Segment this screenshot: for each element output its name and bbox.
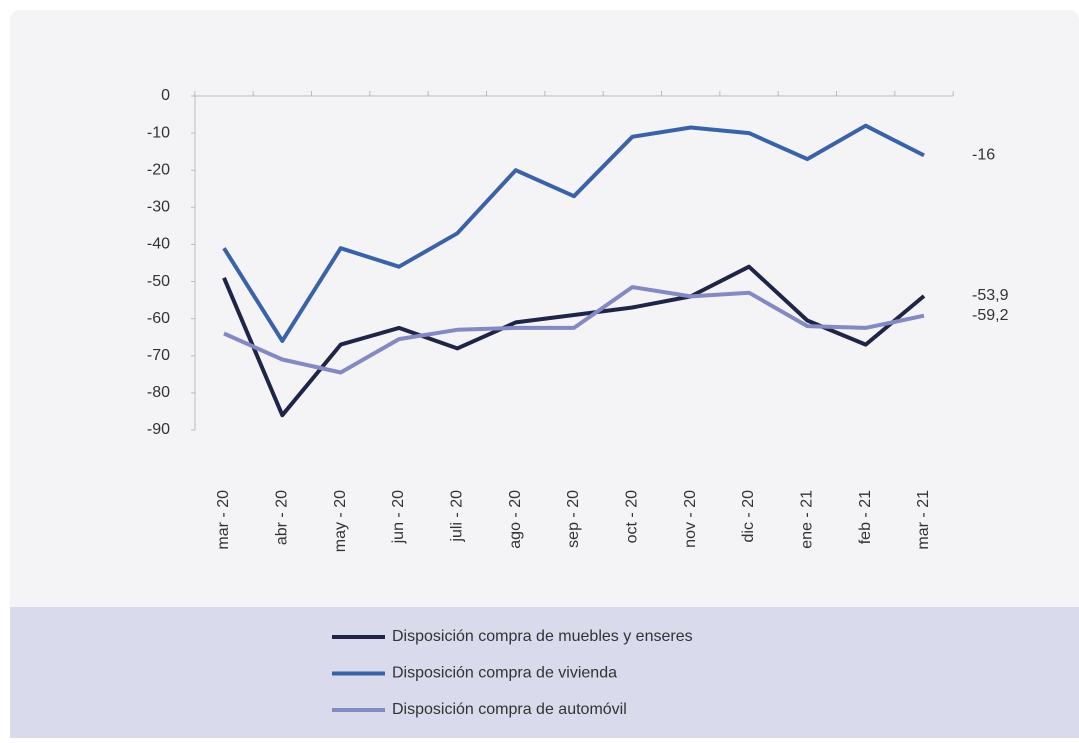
series-line: [222, 123, 925, 343]
x-tick-label: abr - 20: [274, 490, 291, 545]
data-label: -59,2: [972, 307, 1009, 324]
x-tick-label: dic - 20: [740, 490, 757, 543]
x-tick-label: ene - 21: [799, 490, 816, 549]
data-label: -53,9: [972, 287, 1009, 304]
chart-panel: [10, 10, 1079, 738]
x-tick-label: oct - 20: [624, 490, 641, 543]
legend-label: Disposición compra de muebles y enseres: [392, 628, 693, 645]
x-tick-label: mar - 20: [215, 490, 232, 550]
x-tick-label: may - 20: [332, 490, 349, 552]
y-tick-label: -60: [147, 310, 170, 327]
legend-label: Disposición compra de vivienda: [392, 665, 617, 682]
series-line: [222, 264, 926, 418]
y-tick-label: -90: [147, 421, 170, 438]
y-tick-label: -40: [147, 236, 170, 253]
data-label: -16: [972, 147, 995, 164]
x-tick-label: jun - 20: [390, 490, 407, 544]
y-tick-label: -30: [147, 199, 170, 216]
y-tick-label: 0: [161, 87, 170, 104]
x-tick-label: feb - 21: [857, 490, 874, 544]
x-tick-label: mar - 21: [915, 490, 932, 550]
series-line: [223, 285, 925, 375]
legend-label: Disposición compra de automóvil: [392, 701, 627, 718]
y-tick-label: -70: [147, 347, 170, 364]
y-tick-label: -20: [147, 161, 170, 178]
x-tick-label: juli - 20: [449, 490, 466, 543]
legend-panel: [10, 607, 1079, 738]
x-tick-label: nov - 20: [682, 490, 699, 548]
y-tick-label: -10: [147, 124, 170, 141]
y-tick-label: -80: [147, 384, 170, 401]
x-tick-label: sep - 20: [565, 490, 582, 548]
y-tick-label: -50: [147, 273, 170, 290]
x-tick-label: ago - 20: [507, 490, 524, 549]
